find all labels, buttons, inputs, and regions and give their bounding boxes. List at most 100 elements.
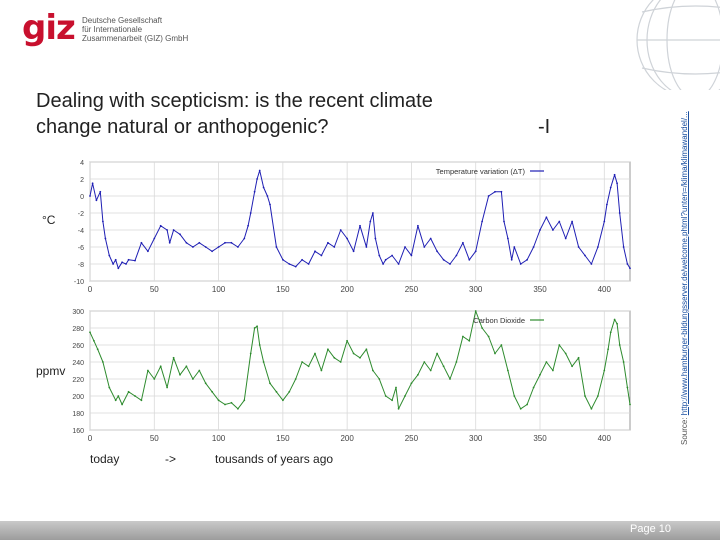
- temperature-data-point: [616, 182, 618, 184]
- co2-data-point: [147, 370, 149, 372]
- temperature-data-point: [205, 246, 207, 248]
- co2-data-point: [128, 391, 130, 393]
- temperature-data-point: [610, 187, 612, 189]
- temperature-data-point: [321, 255, 323, 257]
- co2-data-point: [173, 357, 175, 359]
- temperature-data-point: [282, 259, 284, 261]
- temperature-data-point: [353, 250, 355, 252]
- co2-data-point: [578, 357, 580, 359]
- temperature-ytick-label: -8: [78, 262, 84, 269]
- co2-xtick-label: 0: [88, 434, 93, 443]
- temperature-data-point: [629, 267, 631, 269]
- co2-data-point: [198, 370, 200, 372]
- co2-data-point: [224, 404, 226, 406]
- temperature-data-point: [105, 238, 107, 240]
- co2-data-point: [571, 365, 573, 367]
- temperature-data-point: [224, 242, 226, 244]
- temperature-data-point: [627, 263, 629, 265]
- temperature-data-point: [507, 238, 509, 240]
- co2-data-point: [327, 348, 329, 350]
- co2-ytick-label: 160: [72, 428, 84, 435]
- co2-data-point: [430, 370, 432, 372]
- co2-data-point: [507, 370, 509, 372]
- co2-data-point: [359, 357, 361, 359]
- co2-data-point: [481, 327, 483, 329]
- temperature-data-point: [359, 225, 361, 227]
- temperature-data-point: [247, 225, 249, 227]
- co2-xtick-label: 200: [340, 434, 354, 443]
- co2-data-point: [256, 325, 258, 327]
- temperature-data-point: [603, 221, 605, 223]
- co2-data-point: [301, 361, 303, 363]
- co2-data-point: [411, 382, 413, 384]
- temperature-data-point: [269, 204, 271, 206]
- temperature-data-point: [237, 246, 239, 248]
- co2-data-point: [160, 365, 162, 367]
- co2-data-point: [121, 404, 123, 406]
- co2-data-point: [597, 395, 599, 397]
- co2-data-point: [218, 399, 220, 401]
- co2-data-point: [353, 353, 355, 355]
- co2-data-point: [269, 382, 271, 384]
- temperature-data-point: [125, 263, 127, 265]
- co2-xtick-label: 350: [533, 434, 547, 443]
- temperature-ytick-label: 0: [80, 194, 84, 201]
- co2-data-point: [192, 378, 194, 380]
- temperature-ytick-label: -10: [74, 279, 84, 286]
- temperature-data-point: [578, 246, 580, 248]
- co2-ytick-label: 200: [72, 394, 84, 401]
- co2-data-point: [629, 404, 631, 406]
- temperature-xtick-label: 200: [340, 285, 354, 294]
- co2-data-point: [205, 382, 207, 384]
- co2-data-point: [108, 387, 110, 389]
- temperature-data-point: [108, 255, 110, 257]
- temperature-ytick-label: 4: [80, 160, 84, 167]
- temperature-xtick-label: 300: [469, 285, 483, 294]
- temperature-ytick-label: 2: [80, 177, 84, 184]
- co2-data-point: [520, 408, 522, 410]
- co2-ytick-label: 300: [72, 309, 84, 316]
- temperature-data-point: [231, 242, 233, 244]
- co2-data-point: [282, 399, 284, 401]
- temperature-data-point: [254, 191, 256, 193]
- co2-data-point: [607, 348, 609, 350]
- co2-data-point: [623, 361, 625, 363]
- temperature-data-point: [513, 246, 515, 248]
- temperature-data-point: [179, 233, 181, 235]
- co2-data-point: [231, 402, 233, 404]
- temperature-data-point: [417, 225, 419, 227]
- temperature-data-point: [314, 250, 316, 252]
- co2-data-point: [614, 319, 616, 321]
- co2-data-point: [115, 399, 117, 401]
- co2-data-point: [584, 395, 586, 397]
- co2-data-point: [417, 374, 419, 376]
- co2-data-point: [263, 361, 265, 363]
- co2-data-point: [391, 399, 393, 401]
- temperature-data-point: [456, 255, 458, 257]
- temperature-data-point: [623, 246, 625, 248]
- temperature-data-point: [102, 221, 104, 223]
- temperature-data-point: [256, 178, 258, 180]
- co2-data-point: [308, 365, 310, 367]
- temperature-data-point: [243, 238, 245, 240]
- co2-data-point: [179, 374, 181, 376]
- temperature-data-point: [153, 238, 155, 240]
- temperature-data-point: [173, 229, 175, 231]
- co2-data-point: [539, 374, 541, 376]
- label-today: today: [90, 452, 119, 466]
- co2-data-point: [314, 353, 316, 355]
- temperature-data-point: [112, 263, 114, 265]
- co2-data-point: [117, 395, 119, 397]
- temperature-data-point: [449, 263, 451, 265]
- temperature-data-point: [443, 259, 445, 261]
- temperature-data-point: [166, 229, 168, 231]
- co2-data-point: [443, 365, 445, 367]
- co2-ytick-label: 180: [72, 411, 84, 418]
- temperature-data-point: [327, 242, 329, 244]
- temperature-data-point: [533, 246, 535, 248]
- temperature-data-point: [96, 199, 98, 201]
- co2-xtick-label: 150: [276, 434, 290, 443]
- co2-data-point: [141, 399, 143, 401]
- co2-data-point: [366, 348, 368, 350]
- temperature-data-point: [366, 246, 368, 248]
